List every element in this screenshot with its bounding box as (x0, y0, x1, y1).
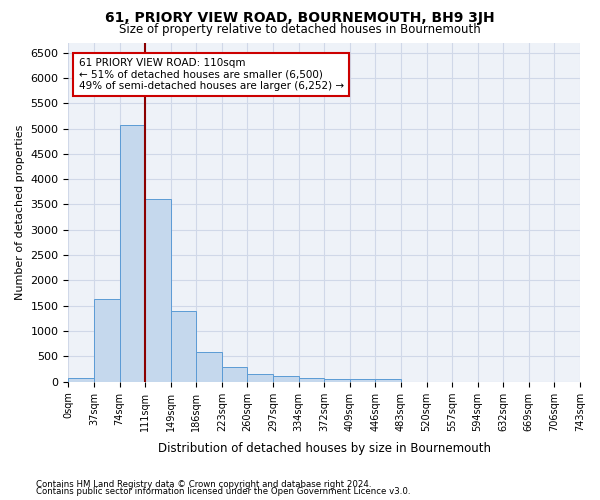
Text: 61 PRIORY VIEW ROAD: 110sqm
← 51% of detached houses are smaller (6,500)
49% of : 61 PRIORY VIEW ROAD: 110sqm ← 51% of det… (79, 58, 344, 91)
Y-axis label: Number of detached properties: Number of detached properties (15, 124, 25, 300)
Bar (376, 379, 401, 382)
Bar (299, 378, 324, 382)
Bar (273, 376, 299, 382)
X-axis label: Distribution of detached houses by size in Bournemouth: Distribution of detached houses by size … (158, 442, 491, 455)
Text: Size of property relative to detached houses in Bournemouth: Size of property relative to detached ho… (119, 22, 481, 36)
Bar (119, 125, 145, 382)
Bar (222, 367, 247, 382)
Text: 61, PRIORY VIEW ROAD, BOURNEMOUTH, BH9 3JH: 61, PRIORY VIEW ROAD, BOURNEMOUTH, BH9 3… (105, 11, 495, 25)
Bar (247, 374, 273, 382)
Bar (196, 352, 222, 382)
Bar (68, 378, 94, 382)
Text: Contains public sector information licensed under the Open Government Licence v3: Contains public sector information licen… (36, 487, 410, 496)
Bar (324, 379, 350, 382)
Text: Contains HM Land Registry data © Crown copyright and database right 2024.: Contains HM Land Registry data © Crown c… (36, 480, 371, 489)
Bar (145, 200, 171, 382)
Bar (350, 379, 376, 382)
Bar (94, 300, 119, 382)
Bar (171, 311, 196, 382)
